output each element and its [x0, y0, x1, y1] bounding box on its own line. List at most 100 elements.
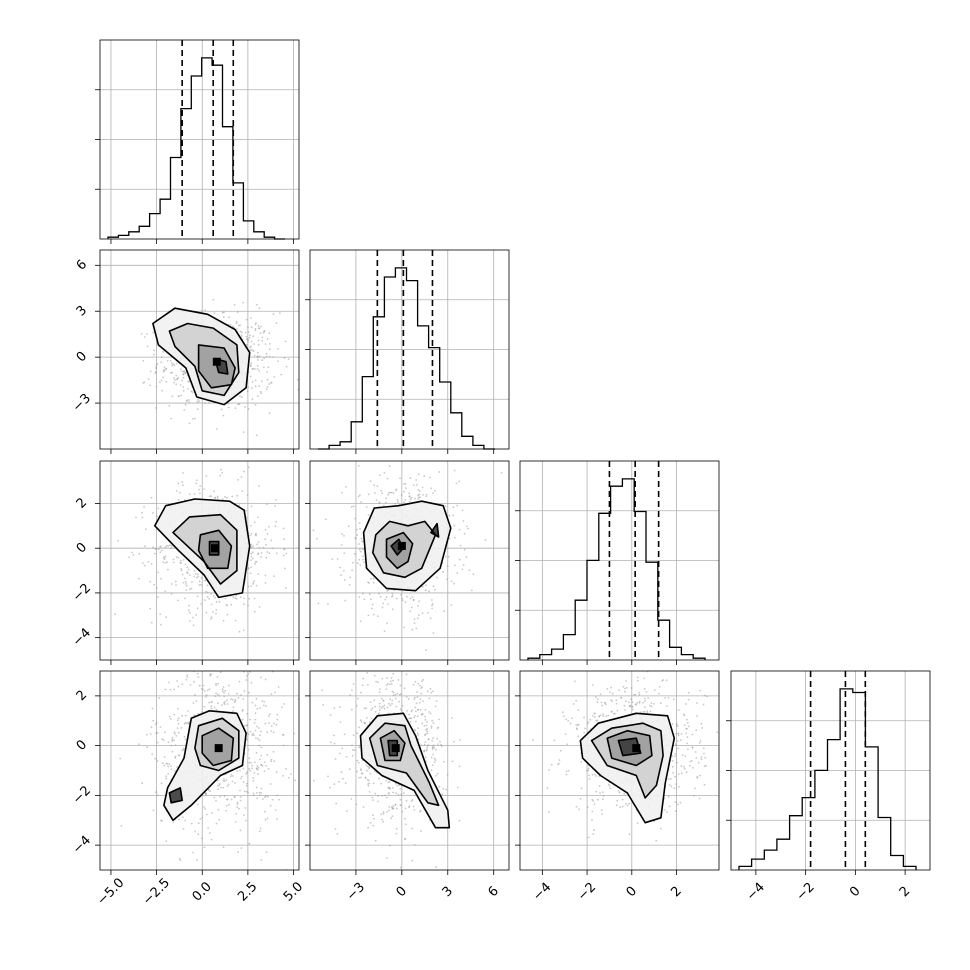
sample-point	[258, 355, 261, 358]
sample-point	[117, 539, 119, 542]
sample-point	[164, 555, 167, 558]
sample-point	[363, 707, 366, 710]
sample-point	[342, 777, 344, 780]
sample-point	[268, 383, 271, 385]
sample-point	[193, 714, 196, 716]
sample-point	[409, 610, 411, 613]
sample-point	[234, 597, 237, 600]
sample-point	[374, 491, 376, 494]
sample-point	[421, 486, 424, 489]
sample-point	[185, 678, 188, 681]
sample-point	[256, 364, 259, 367]
sample-point	[215, 692, 218, 695]
sample-point	[579, 797, 582, 800]
sample-point	[246, 738, 248, 741]
sample-point	[429, 712, 432, 715]
sample-point	[246, 724, 248, 727]
sample-point	[595, 790, 598, 793]
sample-point	[188, 399, 190, 401]
sample-point	[430, 487, 433, 490]
sample-point	[677, 773, 680, 776]
sample-point	[329, 786, 331, 789]
sample-point	[700, 722, 703, 725]
sample-point	[372, 782, 375, 785]
sample-point	[244, 406, 247, 408]
sample-point	[395, 827, 398, 830]
sample-point	[440, 745, 443, 747]
sample-point	[459, 544, 462, 547]
sample-point	[671, 755, 674, 757]
sample-point	[253, 580, 256, 582]
sample-point	[253, 597, 256, 600]
sample-point	[607, 714, 610, 717]
sample-point	[385, 596, 388, 599]
sample-point	[577, 735, 580, 738]
sample-point	[272, 731, 275, 734]
sample-point	[367, 614, 370, 617]
sample-point	[563, 715, 565, 717]
sample-point	[251, 701, 254, 704]
sample-point	[674, 753, 677, 755]
sample-point	[184, 819, 187, 822]
sample-point	[354, 517, 356, 520]
sample-point	[221, 498, 224, 501]
sample-point	[175, 490, 178, 492]
sample-point	[365, 707, 368, 710]
sample-point	[638, 702, 641, 704]
sample-point	[171, 583, 173, 585]
sample-point	[168, 404, 171, 407]
sample-point	[242, 698, 245, 700]
sample-point	[370, 717, 373, 720]
sample-point	[386, 706, 389, 709]
sample-point	[558, 762, 560, 765]
sample-point	[198, 400, 201, 403]
sample-point	[423, 750, 425, 753]
sample-point	[253, 354, 256, 357]
sample-point	[284, 340, 287, 343]
sample-point	[424, 715, 426, 718]
sample-point	[182, 747, 185, 750]
sample-point	[219, 795, 222, 798]
sample-point	[399, 798, 402, 801]
sample-point	[404, 483, 407, 485]
sample-point	[419, 810, 421, 813]
density-peak	[212, 357, 221, 366]
sample-point	[283, 567, 286, 570]
sample-point	[222, 619, 225, 622]
sample-point	[255, 697, 258, 700]
sample-point	[270, 725, 273, 727]
sample-point	[160, 356, 163, 359]
sample-point	[335, 802, 338, 805]
sample-point	[194, 417, 196, 420]
sample-point	[272, 750, 275, 753]
sample-point	[203, 690, 206, 692]
sample-point	[327, 603, 329, 606]
sample-point	[386, 622, 388, 625]
sample-point	[132, 554, 135, 556]
sample-point	[386, 603, 389, 605]
sample-point	[674, 743, 677, 745]
sample-point	[394, 502, 397, 505]
sample-point	[673, 787, 676, 790]
sample-point	[382, 813, 385, 815]
sample-point	[215, 684, 218, 687]
sample-point	[224, 689, 226, 692]
sample-point	[281, 706, 283, 708]
sample-point	[619, 806, 622, 809]
hist-panel-1	[305, 249, 510, 450]
sample-point	[210, 495, 213, 497]
sample-point	[268, 713, 271, 715]
sample-point	[280, 373, 283, 376]
sample-point	[418, 600, 420, 603]
sample-point	[254, 329, 257, 332]
sample-point	[266, 817, 269, 820]
sample-point	[239, 789, 241, 792]
sample-point	[168, 715, 171, 718]
y-tick-label: 2	[74, 688, 90, 704]
sample-point	[422, 494, 424, 496]
sample-point	[225, 779, 228, 781]
sample-point	[206, 584, 209, 587]
sample-point	[425, 649, 427, 651]
sample-point	[268, 715, 270, 717]
sample-point	[243, 690, 246, 693]
